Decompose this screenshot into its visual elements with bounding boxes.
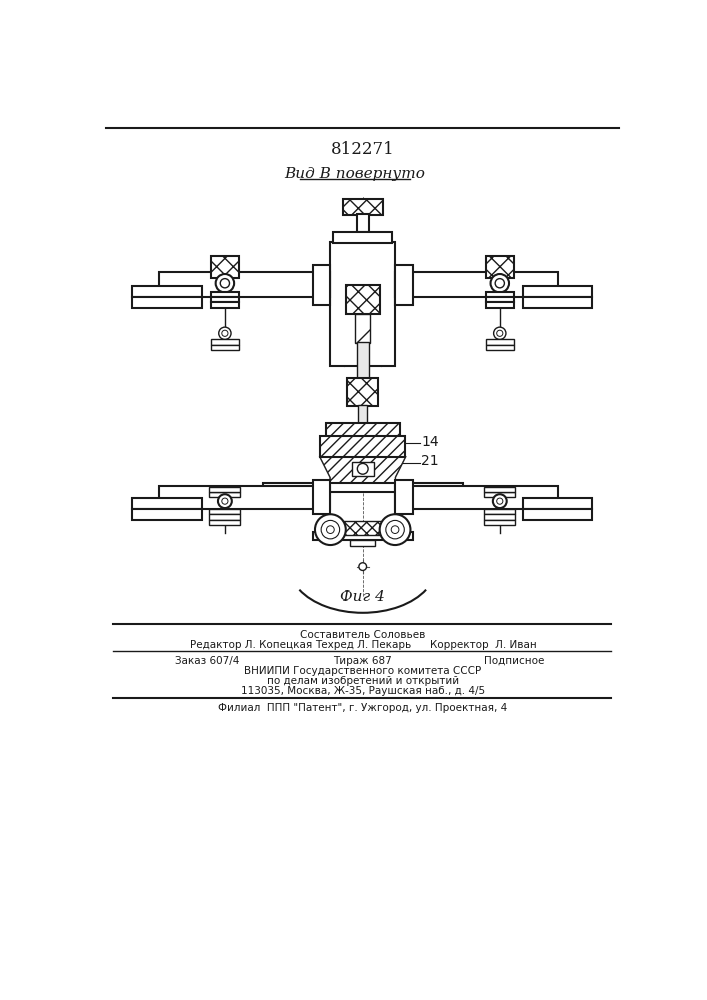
- Bar: [211, 339, 239, 345]
- Bar: [486, 256, 514, 278]
- Bar: [486, 345, 514, 350]
- Bar: [523, 509, 592, 520]
- Bar: [395, 272, 558, 297]
- Circle shape: [221, 279, 230, 288]
- Bar: [334, 232, 392, 243]
- Circle shape: [491, 274, 509, 292]
- Bar: [332, 521, 394, 535]
- Bar: [523, 297, 592, 308]
- Circle shape: [495, 279, 504, 288]
- Bar: [330, 242, 395, 366]
- Bar: [132, 498, 201, 509]
- Bar: [209, 492, 240, 497]
- Bar: [211, 256, 239, 278]
- Bar: [160, 272, 330, 297]
- Bar: [395, 265, 413, 305]
- Circle shape: [321, 520, 339, 539]
- Bar: [486, 339, 514, 345]
- Bar: [356, 342, 369, 378]
- Bar: [343, 199, 382, 215]
- Text: Вид В повернуто: Вид В повернуто: [285, 167, 426, 181]
- Circle shape: [216, 274, 234, 292]
- Circle shape: [380, 514, 411, 545]
- Bar: [484, 509, 515, 514]
- Circle shape: [218, 327, 231, 339]
- Bar: [320, 436, 405, 457]
- Circle shape: [493, 494, 507, 508]
- Bar: [523, 498, 592, 509]
- Bar: [132, 297, 201, 308]
- Bar: [262, 483, 463, 492]
- Text: Фиг 4: Фиг 4: [340, 590, 385, 604]
- Bar: [312, 265, 330, 305]
- Bar: [395, 480, 413, 514]
- Bar: [486, 297, 514, 302]
- Text: по делам изобретений и открытий: по делам изобретений и открытий: [267, 676, 459, 686]
- Text: 21: 21: [421, 454, 439, 468]
- Text: Техред Л. Пекарь: Техред Л. Пекарь: [315, 640, 411, 650]
- Circle shape: [359, 563, 366, 570]
- Bar: [211, 297, 239, 302]
- Text: 812271: 812271: [331, 141, 395, 158]
- Bar: [356, 214, 369, 232]
- Bar: [358, 405, 368, 425]
- Circle shape: [386, 520, 404, 539]
- Bar: [209, 487, 240, 492]
- Bar: [395, 486, 558, 509]
- Circle shape: [497, 498, 503, 504]
- Bar: [484, 487, 515, 492]
- Bar: [486, 302, 514, 308]
- Bar: [211, 345, 239, 350]
- Bar: [523, 286, 592, 297]
- Text: ВНИИПИ Государственного комитета СССР: ВНИИПИ Государственного комитета СССР: [244, 666, 481, 676]
- Bar: [347, 378, 378, 406]
- Bar: [209, 509, 240, 514]
- Text: Составитель Соловьев: Составитель Соловьев: [300, 630, 426, 640]
- Polygon shape: [320, 457, 405, 485]
- Bar: [351, 540, 375, 546]
- Circle shape: [222, 498, 228, 504]
- Text: Филиал  ППП "Патент", г. Ужгород, ул. Проектная, 4: Филиал ППП "Патент", г. Ужгород, ул. Про…: [218, 703, 508, 713]
- Bar: [209, 520, 240, 525]
- Bar: [486, 292, 514, 297]
- Circle shape: [222, 330, 228, 336]
- Bar: [312, 532, 413, 540]
- Bar: [346, 285, 380, 314]
- Text: Заказ 607/4: Заказ 607/4: [175, 656, 239, 666]
- Text: Редактор Л. Копецкая: Редактор Л. Копецкая: [190, 640, 312, 650]
- Bar: [484, 520, 515, 525]
- Bar: [209, 514, 240, 520]
- Bar: [211, 292, 239, 297]
- Bar: [132, 286, 201, 297]
- Bar: [312, 480, 330, 514]
- Text: 113035, Москва, Ж-35, Раушская наб., д. 4/5: 113035, Москва, Ж-35, Раушская наб., д. …: [240, 686, 485, 696]
- Circle shape: [493, 327, 506, 339]
- Bar: [484, 514, 515, 520]
- Circle shape: [497, 330, 503, 336]
- Bar: [484, 492, 515, 497]
- Bar: [160, 486, 330, 509]
- Polygon shape: [320, 457, 405, 485]
- Bar: [211, 302, 239, 308]
- Circle shape: [327, 526, 334, 533]
- Circle shape: [391, 526, 399, 533]
- Bar: [355, 314, 370, 343]
- Text: Тираж 687: Тираж 687: [333, 656, 392, 666]
- Bar: [326, 423, 399, 437]
- Circle shape: [315, 514, 346, 545]
- Text: Корректор  Л. Иван: Корректор Л. Иван: [430, 640, 537, 650]
- Circle shape: [218, 494, 232, 508]
- Text: Подписное: Подписное: [484, 656, 544, 666]
- Circle shape: [357, 463, 368, 474]
- Bar: [132, 509, 201, 520]
- Bar: [352, 462, 373, 476]
- Text: 14: 14: [421, 435, 439, 449]
